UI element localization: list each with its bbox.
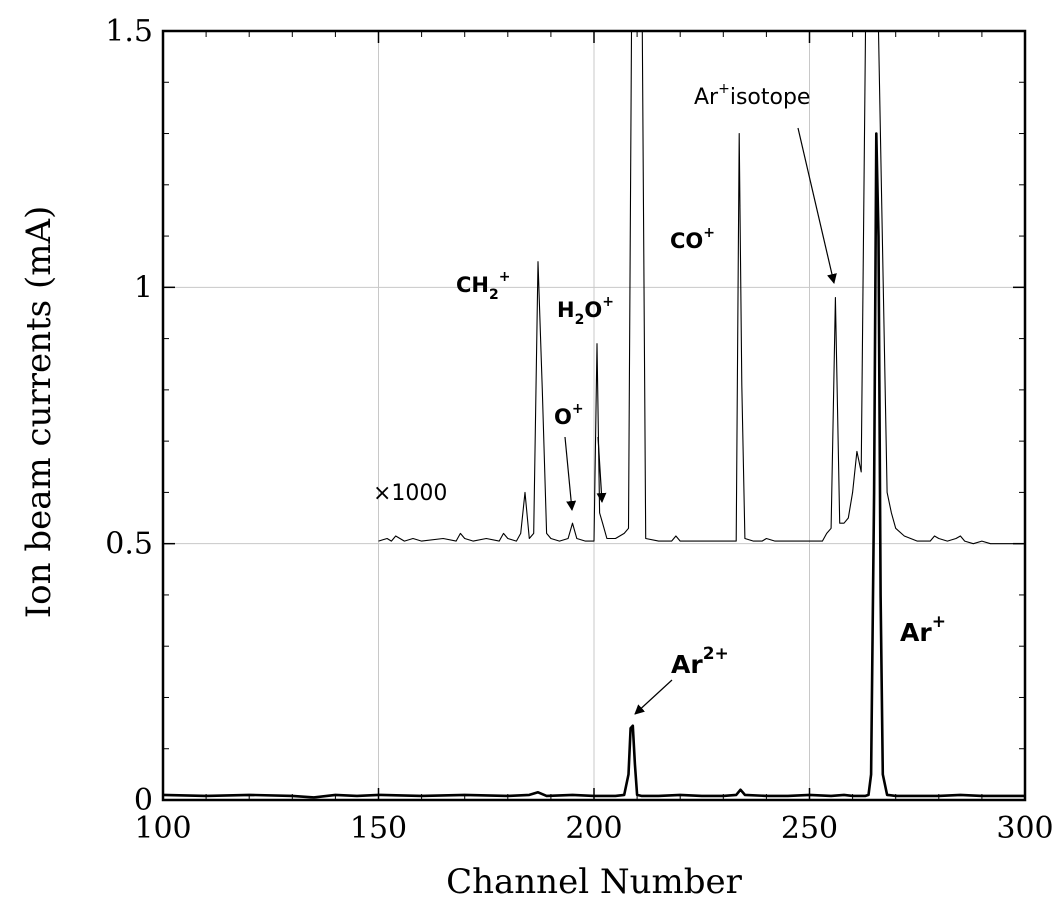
y-tick-label: 1 xyxy=(134,270,153,305)
arrow-h2o xyxy=(596,436,607,503)
x-tick-label: 100 xyxy=(134,811,191,846)
annotation-ch2: CH2+ xyxy=(456,269,510,303)
ticks xyxy=(162,30,1026,801)
y-tick-label: 1.5 xyxy=(105,14,153,49)
x-axis-title: Channel Number xyxy=(446,862,743,899)
tick-labels: 100 150 200 250 300 0 0.5 1 1.5 xyxy=(105,14,1053,846)
annotations: ×1000 CH2+ H2O+ O+ CO+ Ar+isotope Ar2+ A… xyxy=(373,81,946,715)
series-layer xyxy=(163,31,1025,799)
x-tick-label: 200 xyxy=(565,811,622,846)
x-tick-label: 150 xyxy=(350,811,407,846)
annotation-ar1: Ar+ xyxy=(900,612,946,647)
arrow-ar2 xyxy=(634,679,673,715)
x-tick-label: 250 xyxy=(781,811,838,846)
annotation-h2o: H2O+ xyxy=(557,294,614,328)
annotation-ar-isotope: Ar+isotope xyxy=(694,81,810,110)
grid xyxy=(163,31,1025,800)
y-tick-label: 0 xyxy=(134,783,153,818)
annotation-x1000: ×1000 xyxy=(373,481,447,506)
arrow-ar-isotope xyxy=(797,127,837,284)
annotation-ar2: Ar2+ xyxy=(671,644,729,679)
arrow-o xyxy=(564,436,577,511)
annotation-o: O+ xyxy=(554,401,584,429)
y-tick-label: 0.5 xyxy=(105,527,153,562)
series-line-main xyxy=(163,132,1025,799)
x-tick-label: 300 xyxy=(996,811,1053,846)
series-line-x1000 xyxy=(378,31,1025,545)
y-axis-title: Ion beam currents (mA) xyxy=(19,206,59,619)
annotation-co: CO+ xyxy=(670,225,715,253)
